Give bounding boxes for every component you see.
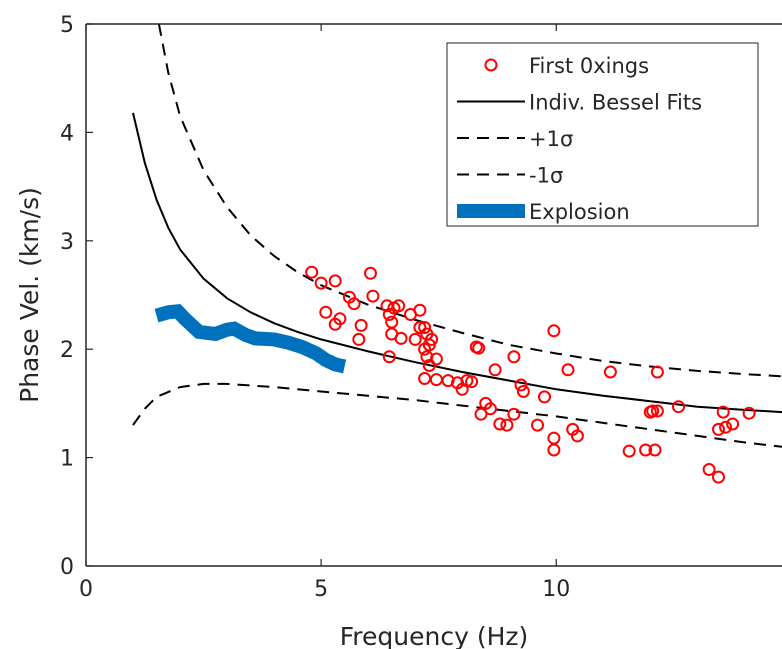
data-point xyxy=(672,400,685,414)
y-axis-label: Phase Vel. (km/s) xyxy=(15,187,44,403)
series-line-indiv-bessel-fits xyxy=(132,112,782,414)
data-point xyxy=(646,404,660,418)
y-axis: 0 1 2 3 4 5 xyxy=(60,13,93,580)
data-point xyxy=(712,422,725,436)
data-point xyxy=(726,417,740,431)
data-point xyxy=(547,431,561,445)
legend-label: +1σ xyxy=(529,127,573,151)
legend-label: First 0xings xyxy=(529,54,649,78)
data-point xyxy=(429,373,443,387)
data-point xyxy=(319,305,333,319)
legend-label: -1σ xyxy=(529,164,563,188)
data-point xyxy=(507,407,521,421)
data-point xyxy=(364,266,377,280)
data-point xyxy=(385,315,399,329)
x-tick-label: 5 xyxy=(314,577,328,602)
x-axis: 0 5 10 xyxy=(79,23,782,602)
data-point xyxy=(354,318,368,332)
data-point xyxy=(547,443,561,457)
data-point xyxy=(507,350,521,364)
series-line-explosion xyxy=(154,303,347,374)
data-point xyxy=(474,407,488,421)
x-tick-label: 0 xyxy=(79,577,93,602)
y-tick-label: 4 xyxy=(60,121,74,146)
data-point xyxy=(742,406,756,420)
legend: First 0xings Indiv. Bessel Fits +1σ -1σ Expl… xyxy=(446,42,759,227)
y-tick-label: 5 xyxy=(60,13,74,38)
series-first-0xings xyxy=(305,265,756,484)
y-tick-label: 2 xyxy=(60,338,74,363)
data-point xyxy=(418,321,432,334)
data-point xyxy=(531,418,544,432)
data-point xyxy=(603,365,617,379)
y-tick-label: 3 xyxy=(60,230,74,255)
data-point xyxy=(488,363,502,377)
series-line-1 xyxy=(132,382,782,448)
data-point xyxy=(547,324,561,338)
data-point xyxy=(352,332,366,346)
data-point xyxy=(413,303,427,317)
data-point xyxy=(622,444,636,458)
data-point xyxy=(392,299,406,313)
data-point xyxy=(465,375,479,389)
data-point xyxy=(328,274,342,288)
data-point xyxy=(648,443,662,457)
data-point xyxy=(382,350,396,364)
data-point xyxy=(441,374,455,388)
data-point xyxy=(328,317,342,331)
legend-label: Explosion xyxy=(529,200,630,224)
data-point xyxy=(716,405,730,419)
data-point xyxy=(394,331,408,345)
data-point xyxy=(500,418,514,432)
data-point xyxy=(493,417,507,431)
data-point xyxy=(314,276,328,290)
data-point xyxy=(561,363,575,377)
data-point xyxy=(712,470,725,484)
data-point xyxy=(650,404,664,418)
y-tick-label: 1 xyxy=(60,447,74,472)
legend-marker xyxy=(484,58,498,72)
legend-item: Explosion xyxy=(457,200,630,224)
data-point xyxy=(702,463,716,476)
data-point xyxy=(538,390,551,404)
data-point xyxy=(425,332,439,346)
data-point xyxy=(516,385,530,398)
data-point xyxy=(483,402,497,416)
data-point xyxy=(570,429,584,443)
data-point xyxy=(650,365,664,379)
data-point xyxy=(472,341,486,355)
data-point xyxy=(347,297,361,311)
data-point xyxy=(429,352,443,366)
data-point xyxy=(305,265,319,279)
series-line-1 xyxy=(157,24,782,378)
data-point xyxy=(413,321,427,334)
x-tick-label: 10 xyxy=(542,577,570,602)
y-tick-label: 0 xyxy=(60,555,74,580)
legend-item: -1σ xyxy=(457,164,563,188)
data-point xyxy=(422,359,436,372)
legend-box xyxy=(446,42,759,227)
legend-label: Indiv. Bessel Fits xyxy=(529,91,702,115)
legend-item: First 0xings xyxy=(484,54,649,78)
legend-item: Indiv. Bessel Fits xyxy=(457,91,702,115)
data-point xyxy=(719,420,733,434)
legend-item: +1σ xyxy=(457,127,573,151)
data-point xyxy=(639,443,653,457)
plot-area xyxy=(132,24,782,484)
x-axis-label: Frequency (Hz) xyxy=(340,622,529,649)
data-point xyxy=(366,289,380,303)
data-point xyxy=(514,378,528,392)
data-point xyxy=(418,372,432,385)
data-point xyxy=(408,332,422,346)
